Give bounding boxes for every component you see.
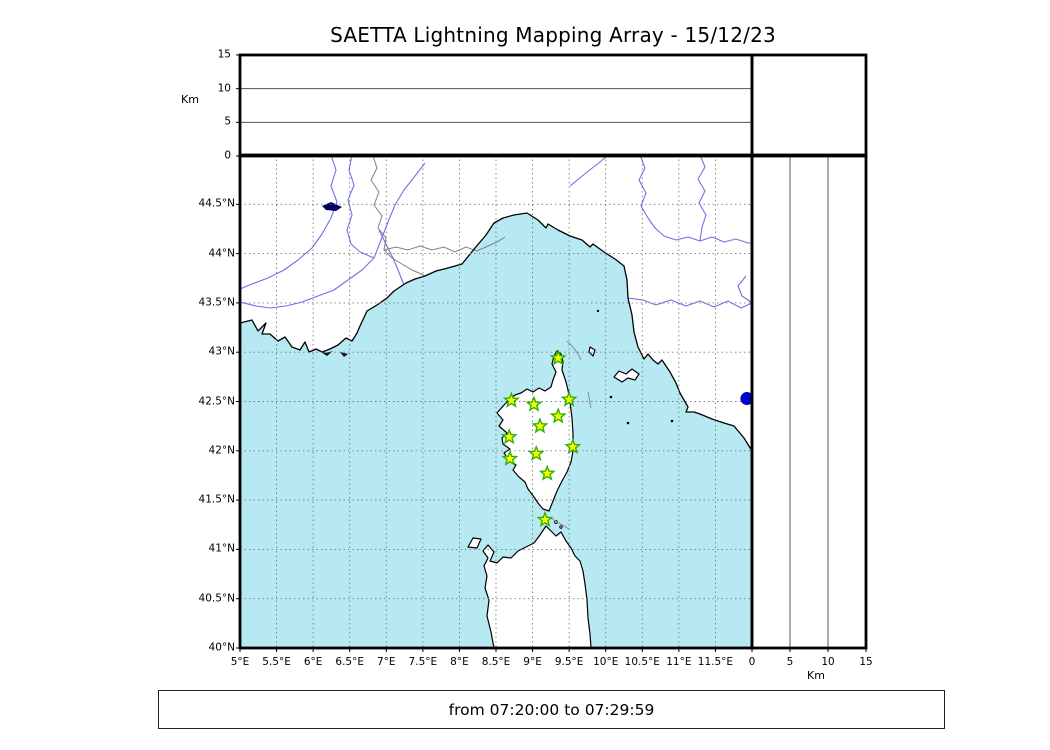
- lon-tick-label: 7.5°E: [408, 656, 438, 668]
- altitude-tick-label: 10: [821, 656, 835, 668]
- altitude-tick-label: 5: [224, 115, 231, 128]
- lon-tick-label: 9°E: [523, 656, 542, 668]
- gorgona-islet: [596, 309, 600, 313]
- lon-tick-label: 11.5°E: [697, 656, 734, 668]
- elba-island: [613, 368, 640, 383]
- lon-tick-label: 6°E: [303, 656, 323, 668]
- mainland-landmass: [240, 155, 752, 451]
- graticule: [240, 155, 752, 648]
- lat-tick-label: 40.5°N: [198, 592, 235, 605]
- station-marker: [549, 407, 567, 424]
- altitude-tick-label: 5: [786, 656, 794, 668]
- lon-tick-label: 7°E: [376, 656, 396, 668]
- asinara-island: [467, 537, 482, 549]
- lat-tick-label: 44°N: [208, 247, 235, 260]
- lon-tick-label: 5.5°E: [262, 656, 291, 668]
- station-marker: [560, 390, 578, 407]
- station-markers: [500, 349, 582, 528]
- hyeres-islands: [340, 352, 348, 357]
- event-marker-group: [740, 392, 752, 406]
- altitude-axis-label-top: Km: [181, 93, 199, 106]
- plot-title: SAETTA Lightning Mapping Array - 15/12/2…: [330, 23, 776, 47]
- lat-tick-label: 42°N: [208, 444, 235, 457]
- sea-route-lines: [548, 340, 592, 530]
- time-range-text: from 07:20:00 to 07:29:59: [448, 700, 655, 719]
- altitude-axis-label-bottom: Km: [807, 669, 825, 682]
- lon-tick-label: 5°E: [230, 656, 250, 668]
- lat-tick-label: 41°N: [208, 542, 235, 555]
- station-marker: [500, 428, 518, 445]
- event-marker: [740, 392, 752, 406]
- map-panel: [240, 155, 752, 648]
- lat-tick-label: 41.5°N: [198, 493, 235, 506]
- station-marker: [536, 510, 554, 528]
- maddalena-islet: [559, 525, 563, 529]
- altitude-tick-label: 10: [217, 82, 231, 95]
- lon-tick-label: 10.5°E: [624, 656, 660, 668]
- lat-tick-label: 43°N: [208, 345, 235, 358]
- capraia-island: [588, 346, 596, 357]
- altitude-tick-label: 0: [748, 656, 756, 668]
- altitude-panel-top-frame: [238, 53, 754, 158]
- altitude-tick-label: 15: [217, 48, 231, 61]
- lat-tick-label: 42.5°N: [198, 395, 235, 407]
- lon-tick-label: 11°E: [666, 656, 692, 668]
- montecristo-islet: [626, 421, 630, 425]
- hyeres-islands: [318, 350, 333, 356]
- sardinia-island: [482, 525, 592, 648]
- station-marker: [564, 437, 582, 455]
- lon-tick-label: 9.5°E: [554, 656, 584, 668]
- station-marker: [502, 391, 520, 408]
- lat-tick-label: 43.5°N: [198, 296, 235, 309]
- lat-tick-label: 40°N: [208, 641, 235, 654]
- mainland-coastline: [240, 212, 752, 452]
- pianosa-islet: [609, 395, 613, 399]
- altitude-tick-label: 15: [859, 656, 873, 668]
- station-marker: [501, 449, 519, 466]
- station-marker: [531, 417, 549, 434]
- station-marker: [538, 464, 556, 481]
- country-borders: [370, 155, 506, 277]
- giglio-islet: [670, 419, 674, 423]
- altitude-panel-gridlines: [240, 88, 829, 648]
- altitude-panel-right-frame: [750, 153, 868, 650]
- lon-tick-label: 10°E: [593, 656, 619, 668]
- lon-tick-label: 8°E: [450, 656, 469, 668]
- corner-panel-frame: [750, 53, 868, 158]
- station-marker: [549, 349, 567, 366]
- station-marker: [525, 395, 543, 412]
- station-marker: [527, 444, 545, 462]
- altitude-tick-label: 0: [224, 149, 231, 162]
- lon-tick-label: 6.5°E: [335, 656, 364, 668]
- lon-tick-label: 8.5°E: [481, 656, 511, 668]
- time-range-box: from 07:20:00 to 07:29:59: [158, 690, 945, 729]
- lat-tick-label: 44.5°N: [198, 197, 235, 210]
